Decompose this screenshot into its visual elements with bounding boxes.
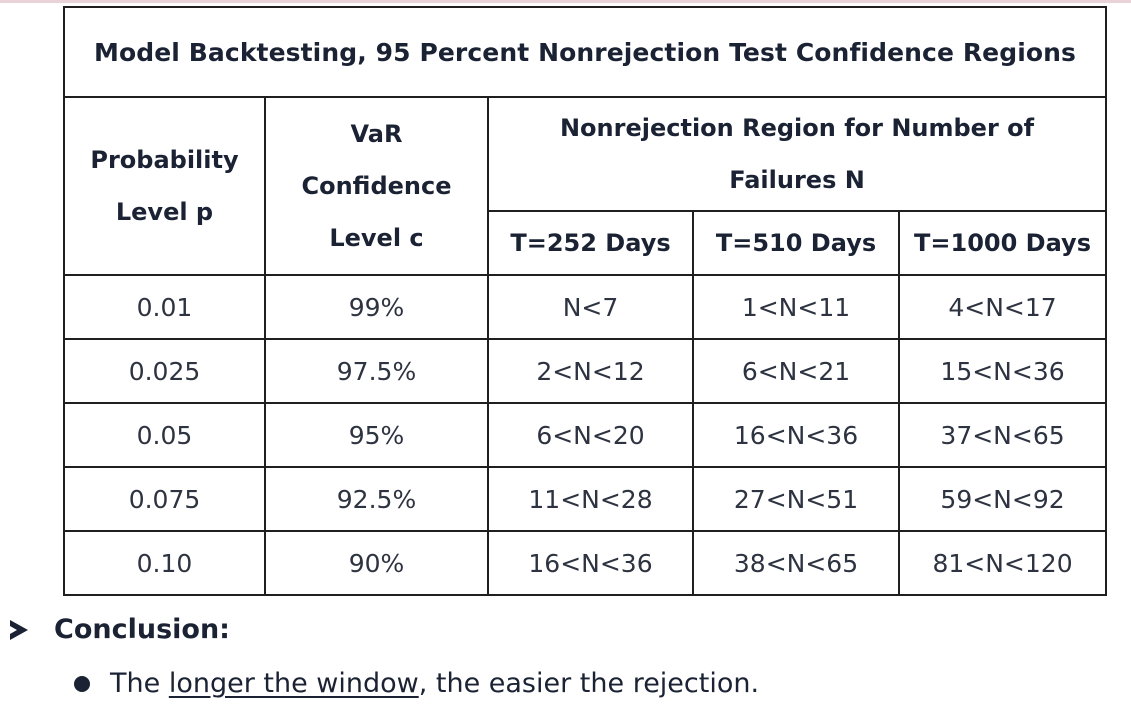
- table-row: 0.025 97.5% 2<N<12 6<N<21 15<N<36: [63, 338, 1108, 404]
- header-t1000: T=1000 Days: [897, 210, 1108, 276]
- cell-confidence: 99%: [264, 274, 489, 340]
- cell-t1000: 81<N<120: [897, 530, 1108, 596]
- cell-t1000: 4<N<17: [897, 274, 1108, 340]
- header-t252: T=252 Days: [487, 210, 694, 276]
- cell-probability: 0.01: [63, 274, 266, 340]
- backtesting-table: Model Backtesting, 95 Percent Nonrejecti…: [62, 6, 1108, 596]
- cell-t252: 16<N<36: [487, 530, 694, 596]
- cell-t510: 16<N<36: [692, 402, 900, 468]
- cell-t252: 11<N<28: [487, 466, 694, 532]
- table-row: 0.01 99% N<7 1<N<11 4<N<17: [63, 274, 1108, 340]
- arrow-bullet-icon: [10, 619, 28, 640]
- cell-t510: 6<N<21: [692, 338, 900, 404]
- header-region-line1: Nonrejection Region for Number of: [559, 114, 1035, 142]
- top-border-line: [0, 0, 1131, 3]
- header-var-line2: Confidence: [301, 172, 452, 200]
- cell-t252: N<7: [487, 274, 694, 340]
- cell-confidence: 97.5%: [264, 338, 489, 404]
- cell-t510: 1<N<11: [692, 274, 900, 340]
- cell-t1000: 15<N<36: [897, 338, 1108, 404]
- table-title: Model Backtesting, 95 Percent Nonrejecti…: [62, 6, 1108, 98]
- conclusion-heading: Conclusion:: [10, 614, 230, 645]
- cell-probability: 0.075: [63, 466, 266, 532]
- bullet-underlined: longer the window: [168, 668, 419, 699]
- header-probability-line1: Probability: [90, 146, 239, 174]
- cell-probability: 0.05: [63, 402, 266, 468]
- header-probability-level: Probability Level p: [63, 96, 266, 276]
- header-probability-line2: Level p: [115, 198, 214, 226]
- cell-t1000: 37<N<65: [897, 402, 1108, 468]
- conclusion-bullet: The longer the window, the easier the re…: [74, 668, 759, 699]
- cell-t510: 27<N<51: [692, 466, 900, 532]
- cell-t252: 6<N<20: [487, 402, 694, 468]
- table-row: 0.10 90% 16<N<36 38<N<65 81<N<120: [63, 530, 1108, 596]
- cell-t510: 38<N<65: [692, 530, 900, 596]
- table-row: 0.05 95% 6<N<20 16<N<36 37<N<65: [63, 402, 1108, 468]
- cell-probability: 0.10: [63, 530, 266, 596]
- table-row: 0.075 92.5% 11<N<28 27<N<51 59<N<92: [63, 466, 1108, 532]
- cell-confidence: 90%: [264, 530, 489, 596]
- header-nonrejection-region: Nonrejection Region for Number of Failur…: [486, 96, 1108, 212]
- cell-t1000: 59<N<92: [897, 466, 1108, 532]
- round-bullet-icon: [74, 675, 90, 692]
- cell-t252: 2<N<12: [487, 338, 694, 404]
- header-var-line1: VaR: [350, 120, 403, 148]
- bullet-prefix: The: [110, 668, 169, 699]
- header-t510: T=510 Days: [692, 210, 900, 276]
- cell-confidence: 92.5%: [264, 466, 489, 532]
- cell-confidence: 95%: [264, 402, 489, 468]
- header-var-line3: Level c: [329, 224, 424, 252]
- cell-probability: 0.025: [63, 338, 266, 404]
- bullet-suffix: , the easier the rejection.: [418, 668, 760, 699]
- conclusion-heading-text: Conclusion:: [54, 614, 230, 645]
- header-region-line2: Failures N: [729, 166, 865, 194]
- header-var-confidence: VaR Confidence Level c: [264, 96, 489, 276]
